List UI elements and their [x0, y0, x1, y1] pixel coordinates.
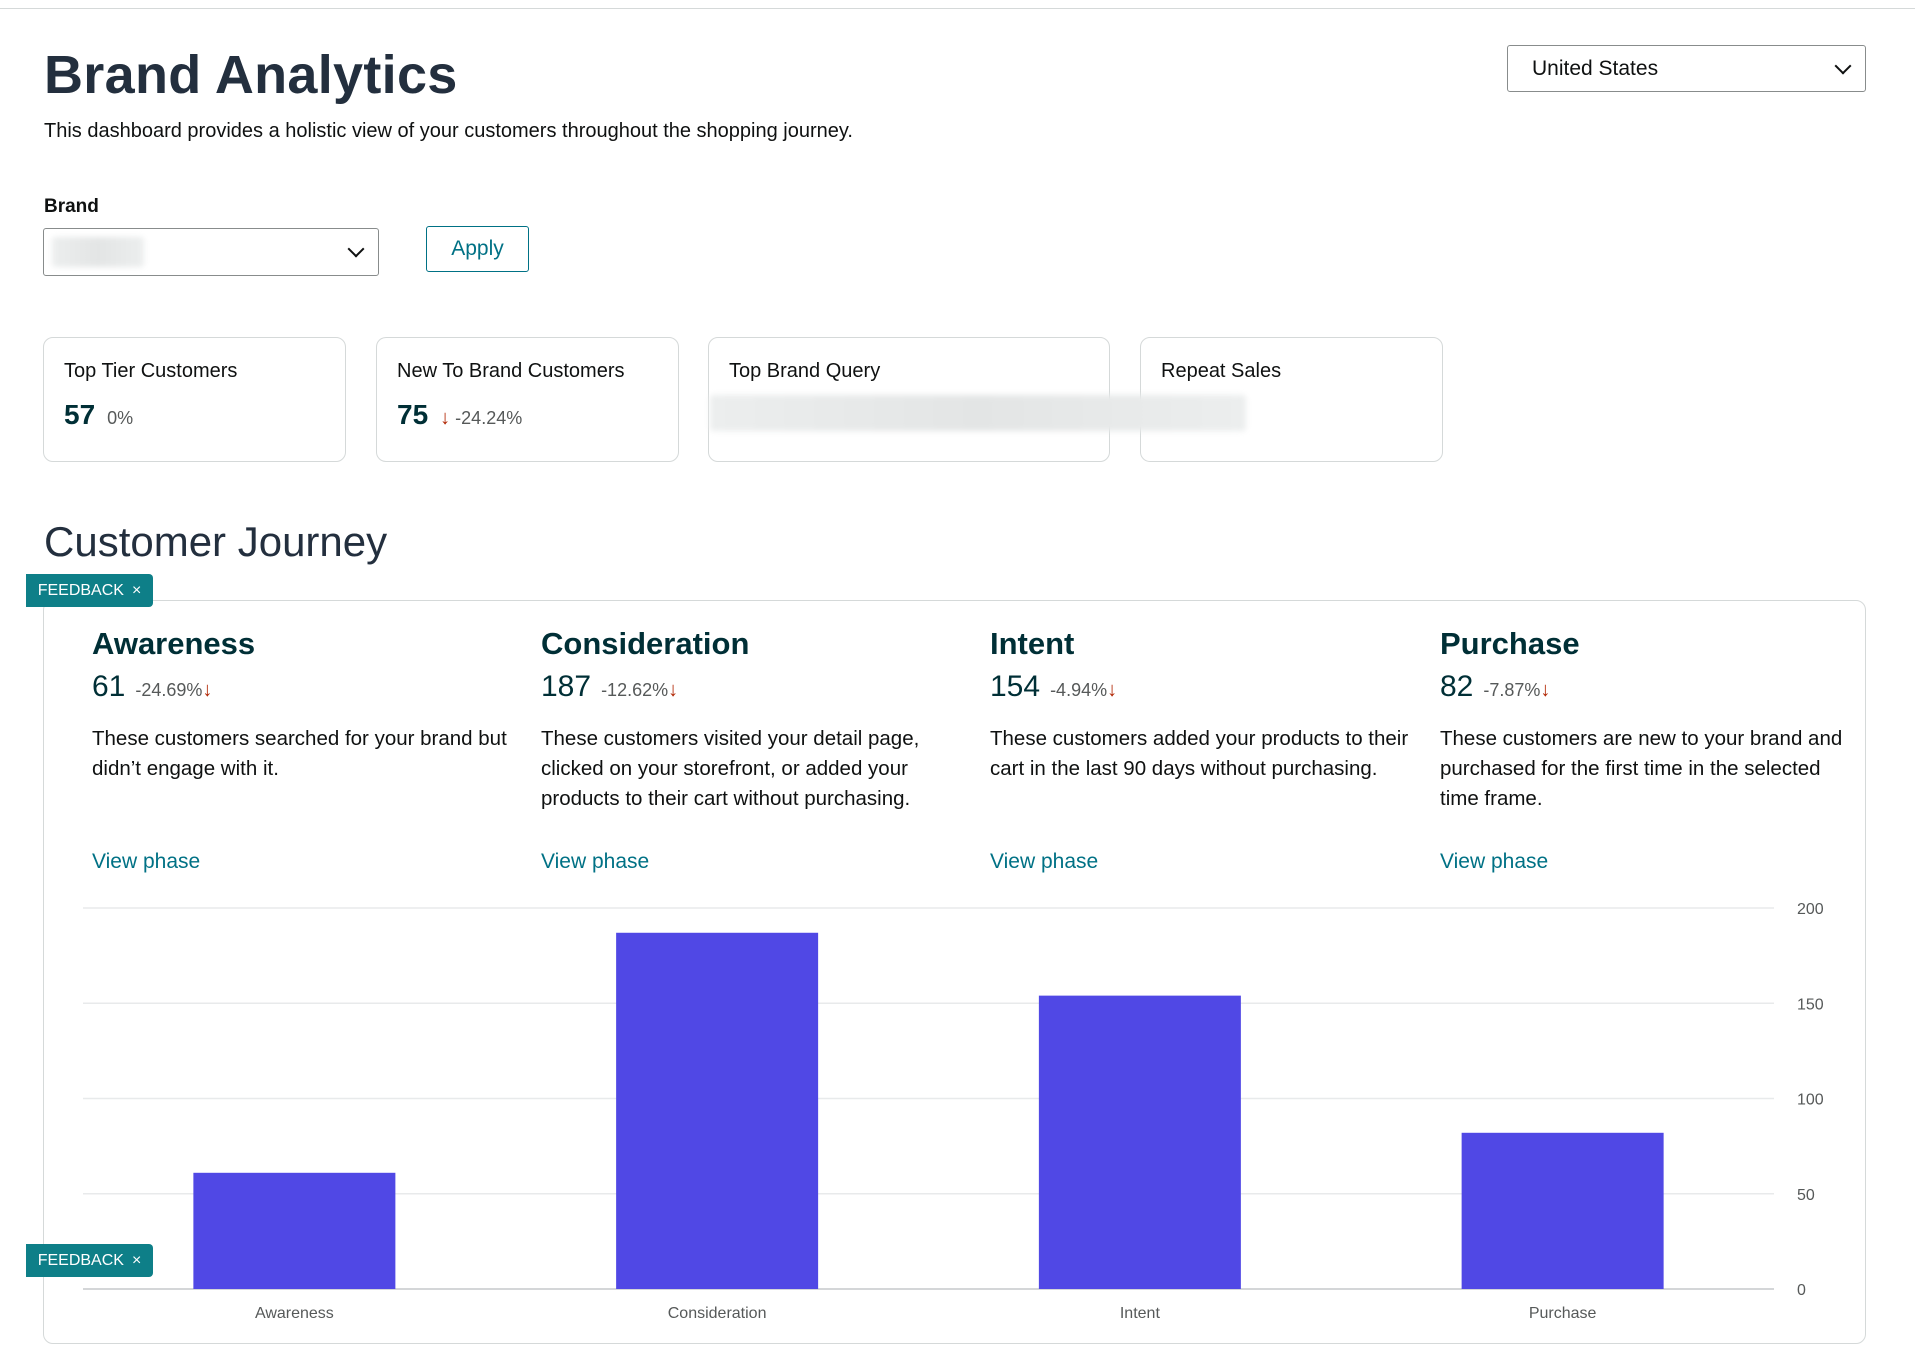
view-phase-link[interactable]: View phase: [541, 850, 650, 873]
phase-change: -7.87%: [1483, 680, 1541, 700]
phase-description: These customers are new to your brand an…: [1440, 727, 1843, 810]
y-tick-label: 100: [1797, 1092, 1824, 1109]
card-title: Top Brand Query: [729, 360, 881, 382]
phase-intent: Intent 154 -4.94%↓ These customers added …: [990, 626, 1410, 874]
phase-title: Awareness: [92, 626, 256, 661]
phase-value: 154: [990, 670, 1041, 703]
phase-description: These customers searched for your brand …: [92, 727, 507, 780]
country-select[interactable]: United States: [1507, 45, 1866, 92]
view-phase-link[interactable]: View phase: [990, 850, 1099, 873]
customer-journey-panel: [43, 600, 1866, 1344]
feedback-label: FEEDBACK: [37, 1251, 124, 1269]
brand-value-redacted: [52, 237, 144, 267]
section-title: Customer Journey: [44, 518, 388, 565]
feedback-button[interactable]: FEEDBACK ×: [26, 574, 153, 607]
x-tick-label: Consideration: [668, 1305, 767, 1322]
phase-description: These customers added your products to t…: [990, 727, 1409, 780]
phase-change: -24.69%: [135, 680, 203, 700]
page-title: Brand Analytics: [44, 45, 458, 105]
apply-button[interactable]: Apply: [426, 226, 529, 272]
bar-intent: [1038, 995, 1241, 1289]
arrow-down-icon: ↓: [668, 679, 679, 701]
card-change: -24.24%: [455, 408, 523, 428]
phase-title: Purchase: [1440, 626, 1580, 661]
x-tick-label: Intent: [1120, 1305, 1161, 1322]
redacted-area: [710, 395, 1246, 431]
phase-value: 61: [92, 670, 126, 703]
close-icon[interactable]: ×: [131, 1251, 142, 1269]
card-top-tier-customers: Top Tier Customers 57 0%: [43, 337, 346, 462]
brand-select[interactable]: [43, 228, 379, 276]
phase-change: -4.94%: [1050, 680, 1108, 700]
feedback-button[interactable]: FEEDBACK ×: [26, 1244, 153, 1277]
bar-purchase: [1461, 1132, 1664, 1289]
bar-consideration: [616, 932, 819, 1289]
phase-awareness: Awareness 61 -24.69%↓ These customers sea…: [92, 626, 512, 874]
y-tick-label: 0: [1797, 1282, 1806, 1299]
view-phase-link[interactable]: View phase: [92, 850, 201, 873]
bar-awareness: [193, 1172, 396, 1289]
brand-label: Brand: [44, 196, 99, 217]
x-tick-label: Awareness: [255, 1305, 334, 1322]
x-tick-label: Purchase: [1529, 1305, 1597, 1322]
phase-title: Intent: [990, 626, 1075, 661]
y-tick-label: 200: [1797, 901, 1824, 918]
phase-consideration: Consideration 187 -12.62%↓ These customer…: [541, 626, 961, 874]
y-tick-label: 50: [1797, 1187, 1815, 1204]
card-title: Top Tier Customers: [64, 360, 238, 382]
top-divider: [0, 8, 1915, 9]
card-value: 75: [397, 399, 429, 430]
close-icon[interactable]: ×: [131, 581, 142, 599]
feedback-label: FEEDBACK: [37, 581, 124, 599]
phase-title: Consideration: [541, 626, 750, 661]
phase-purchase: Purchase 82 -7.87%↓ These customers are n…: [1440, 626, 1860, 874]
card-title: Repeat Sales: [1161, 360, 1282, 382]
card-title: New To Brand Customers: [397, 360, 625, 382]
phase-value: 187: [541, 670, 592, 703]
arrow-down-icon: ↓: [1540, 679, 1551, 701]
card-value: 57: [64, 399, 96, 430]
card-change: 0%: [107, 408, 134, 428]
page-subtitle: This dashboard provides a holistic view …: [44, 120, 853, 142]
country-value: United States: [1532, 56, 1659, 80]
phase-change: -12.62%: [601, 680, 669, 700]
arrow-down-icon: ↓: [440, 407, 451, 429]
phase-value: 82: [1440, 670, 1474, 703]
card-new-to-brand: New To Brand Customers 75 ↓ -24.24%: [376, 337, 679, 462]
y-tick-label: 150: [1797, 996, 1824, 1013]
view-phase-link[interactable]: View phase: [1440, 850, 1549, 873]
phase-description: These customers visited your detail page…: [541, 727, 920, 810]
arrow-down-icon: ↓: [1107, 679, 1118, 701]
arrow-down-icon: ↓: [202, 679, 213, 701]
